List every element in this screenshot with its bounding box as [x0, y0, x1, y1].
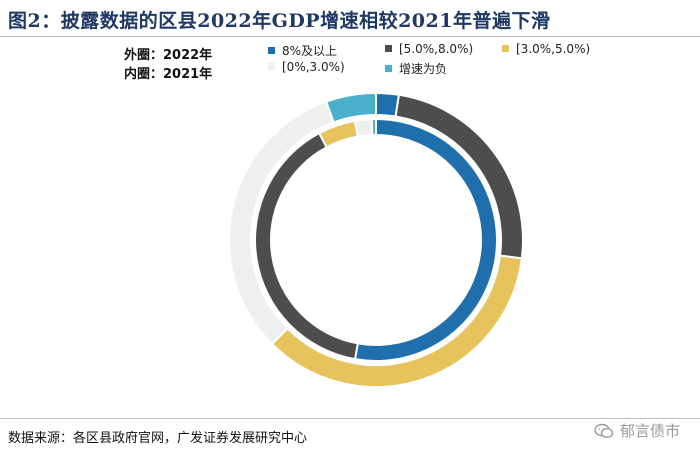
legend-item: 增速为负	[385, 60, 447, 77]
donut-slice-outer-4	[324, 91, 377, 124]
legend-swatch	[385, 45, 392, 52]
wechat-icon	[594, 423, 614, 438]
legend-swatch	[502, 45, 509, 52]
legend-label: [3.0%,5.0%)	[516, 42, 591, 56]
legend-item: [0%,3.0%)	[268, 60, 345, 74]
title-divider	[0, 36, 700, 37]
source-note: 数据来源：各区县政府官网，广发证券发展研究中心	[8, 431, 308, 446]
chart-title: 图2：披露数据的区县2022年GDP增速相较2021年普遍下滑	[8, 10, 551, 32]
legend-swatch	[385, 65, 392, 72]
legend-item: [3.0%,5.0%)	[502, 42, 590, 56]
watermark: 郁言债市	[594, 420, 680, 441]
watermark-text: 郁言债市	[619, 422, 680, 440]
legend-label: 增速为负	[399, 62, 448, 76]
donut-slice-inner-4	[370, 117, 377, 137]
outer-ring-label: 外圈：2022年	[124, 48, 213, 63]
legend-label: [5.0%,8.0%)	[399, 42, 474, 56]
legend-swatch	[268, 47, 275, 54]
legend-label: [0%,3.0%)	[282, 60, 345, 74]
inner-ring-label: 内圈：2021年	[124, 67, 213, 82]
legend-item: 8%及以上	[268, 42, 337, 59]
legend-swatch	[268, 63, 275, 70]
legend-item: [5.0%,8.0%)	[385, 42, 473, 56]
donut-slice-inner-3	[353, 118, 374, 138]
footer-divider	[0, 418, 700, 419]
legend-label: 8%及以上	[282, 44, 338, 58]
